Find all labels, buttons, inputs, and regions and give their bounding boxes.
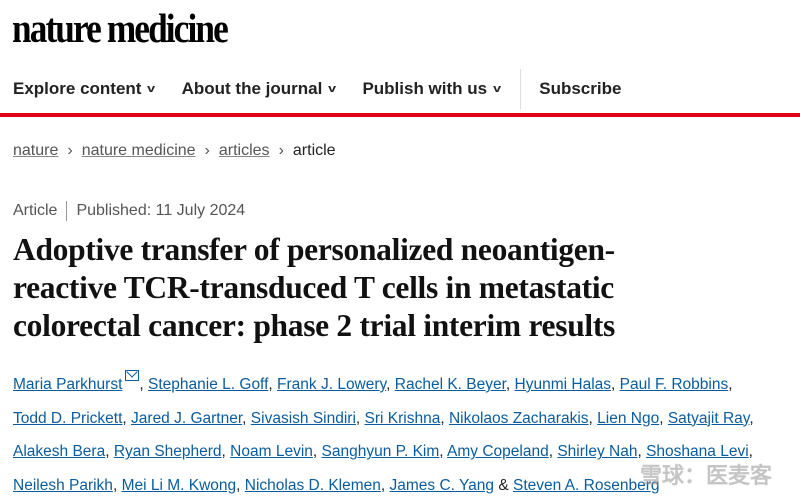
author-link[interactable]: Jared J. Gartner xyxy=(131,409,243,427)
chevron-down-icon: v xyxy=(147,83,156,95)
nav-label: Subscribe xyxy=(539,79,622,98)
article-title: Adoptive transfer of personalized neoant… xyxy=(13,231,800,345)
breadcrumb-current: article xyxy=(292,142,336,159)
author-line: Neilesh Parikh, Mei Li M. Kwong, Nichola… xyxy=(13,477,660,495)
breadcrumb-articles[interactable]: articles xyxy=(218,142,270,159)
author-link[interactable]: Ryan Shepherd xyxy=(113,443,222,461)
author-list: Maria Parkhurst, Stephanie L. Goff, Fran… xyxy=(13,368,754,503)
author-link[interactable]: Stephanie L. Goff xyxy=(148,376,269,393)
meta-divider xyxy=(66,201,68,221)
author-line: Todd D. Prickett, Jared J. Gartner, Siva… xyxy=(13,409,754,427)
journal-logo[interactable]: nature medicine xyxy=(12,5,229,51)
author-link[interactable]: Sanghyun P. Kim xyxy=(321,443,440,461)
author-link[interactable]: Satyajit Ray xyxy=(667,409,750,427)
author-link[interactable]: Amy Copeland xyxy=(447,443,549,461)
article-type: Article xyxy=(13,202,58,219)
author-link[interactable]: Todd D. Prickett xyxy=(13,409,123,427)
author-link[interactable]: James C. Yang xyxy=(389,477,495,495)
author-link[interactable]: Nikolaos Zacharakis xyxy=(448,409,589,427)
mail-icon[interactable] xyxy=(125,370,140,381)
author-link[interactable]: Neilesh Parikh xyxy=(13,477,113,495)
author-link[interactable]: Shirley Nah xyxy=(557,443,638,461)
author-link[interactable]: Paul F. Robbins xyxy=(619,376,729,393)
author-link[interactable]: Hyunmi Halas xyxy=(514,376,612,393)
breadcrumb: nature › nature medicine › articles › article xyxy=(13,142,336,160)
nav-publish-with-us[interactable]: Publish with us v xyxy=(362,79,502,99)
title-line: Adoptive transfer of personalized neoant… xyxy=(13,232,615,267)
watermark: 雪球：医麦客 xyxy=(640,463,773,488)
author-line: Alakesh Bera, Ryan Shepherd, Noam Levin,… xyxy=(13,443,753,461)
author-link[interactable]: Shoshana Levi xyxy=(646,443,749,461)
author-link[interactable]: Sivasish Sindiri xyxy=(250,409,356,427)
chevron-down-icon: v xyxy=(493,83,502,95)
author-link[interactable]: Alakesh Bera xyxy=(13,443,106,461)
main-nav: Explore content v About the journal v Publ… xyxy=(0,64,800,114)
chevron-right-icon: › xyxy=(278,142,284,159)
title-line: reactive TCR-transduced T cells in metas… xyxy=(13,270,614,305)
nav-label: About the journal xyxy=(181,79,323,98)
breadcrumb-nature-medicine[interactable]: nature medicine xyxy=(81,142,196,159)
author-line: Maria Parkhurst, Stephanie L. Goff, Fran… xyxy=(13,368,754,402)
nav-explore-content[interactable]: Explore content v xyxy=(13,79,156,99)
chevron-right-icon: › xyxy=(67,142,73,159)
chevron-down-icon: v xyxy=(328,83,337,95)
author-link[interactable]: Mei Li M. Kwong xyxy=(121,477,237,495)
author-link[interactable]: Rachel K. Beyer xyxy=(394,376,506,393)
breadcrumb-nature[interactable]: nature xyxy=(13,142,59,159)
nav-label: Publish with us xyxy=(362,79,488,98)
author-link[interactable]: Sri Krishna xyxy=(364,409,441,427)
author-link[interactable]: Noam Levin xyxy=(230,443,313,461)
author-link[interactable]: Steven A. Rosenberg xyxy=(513,477,660,495)
nav-label: Explore content xyxy=(13,79,142,98)
author-link[interactable]: Maria Parkhurst xyxy=(13,376,123,393)
article-meta: Article Published: 11 July 2024 xyxy=(13,201,245,221)
nav-divider xyxy=(520,69,522,109)
chevron-right-icon: › xyxy=(204,142,210,159)
nav-about-journal[interactable]: About the journal v xyxy=(181,79,337,99)
title-line: colorectal cancer: phase 2 trial interim… xyxy=(13,308,616,343)
author-link[interactable]: Frank J. Lowery xyxy=(277,376,387,393)
nav-subscribe[interactable]: Subscribe xyxy=(539,79,621,99)
accent-bar xyxy=(0,113,800,117)
published-date: Published: 11 July 2024 xyxy=(76,202,246,219)
author-link[interactable]: Nicholas D. Klemen xyxy=(244,477,381,495)
author-link[interactable]: Lien Ngo xyxy=(597,409,660,427)
